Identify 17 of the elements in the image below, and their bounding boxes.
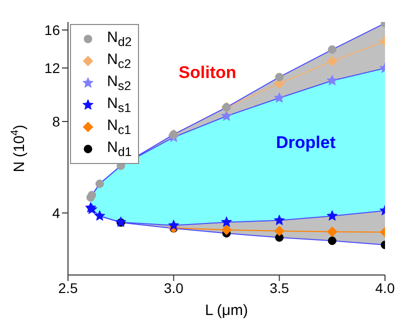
x-tick-label: 4.0 [375,280,395,296]
legend-label: N$_{d2}$ [107,29,132,49]
x-tick-label: 3.5 [270,280,290,296]
legend-label: N$_{c2}$ [107,51,132,71]
legend-label: N$_{d1}$ [107,139,132,159]
y-tick-label: 8 [52,113,60,130]
x-axis-title: L (μm) [204,302,248,319]
legend-label: N$_{s1}$ [107,95,132,115]
x-tick-label: 2.5 [58,280,78,296]
annotation: Droplet [276,133,336,154]
annotation: Soliton [178,62,236,83]
y-tick-label: 16 [44,22,60,38]
y-tick-label: 4 [52,204,60,221]
legend-label: N$_{s2}$ [107,73,132,93]
y-tick-label: 12 [44,60,60,76]
legend-label: N$_{c1}$ [107,117,132,137]
x-tick-label: 3.0 [164,280,184,296]
